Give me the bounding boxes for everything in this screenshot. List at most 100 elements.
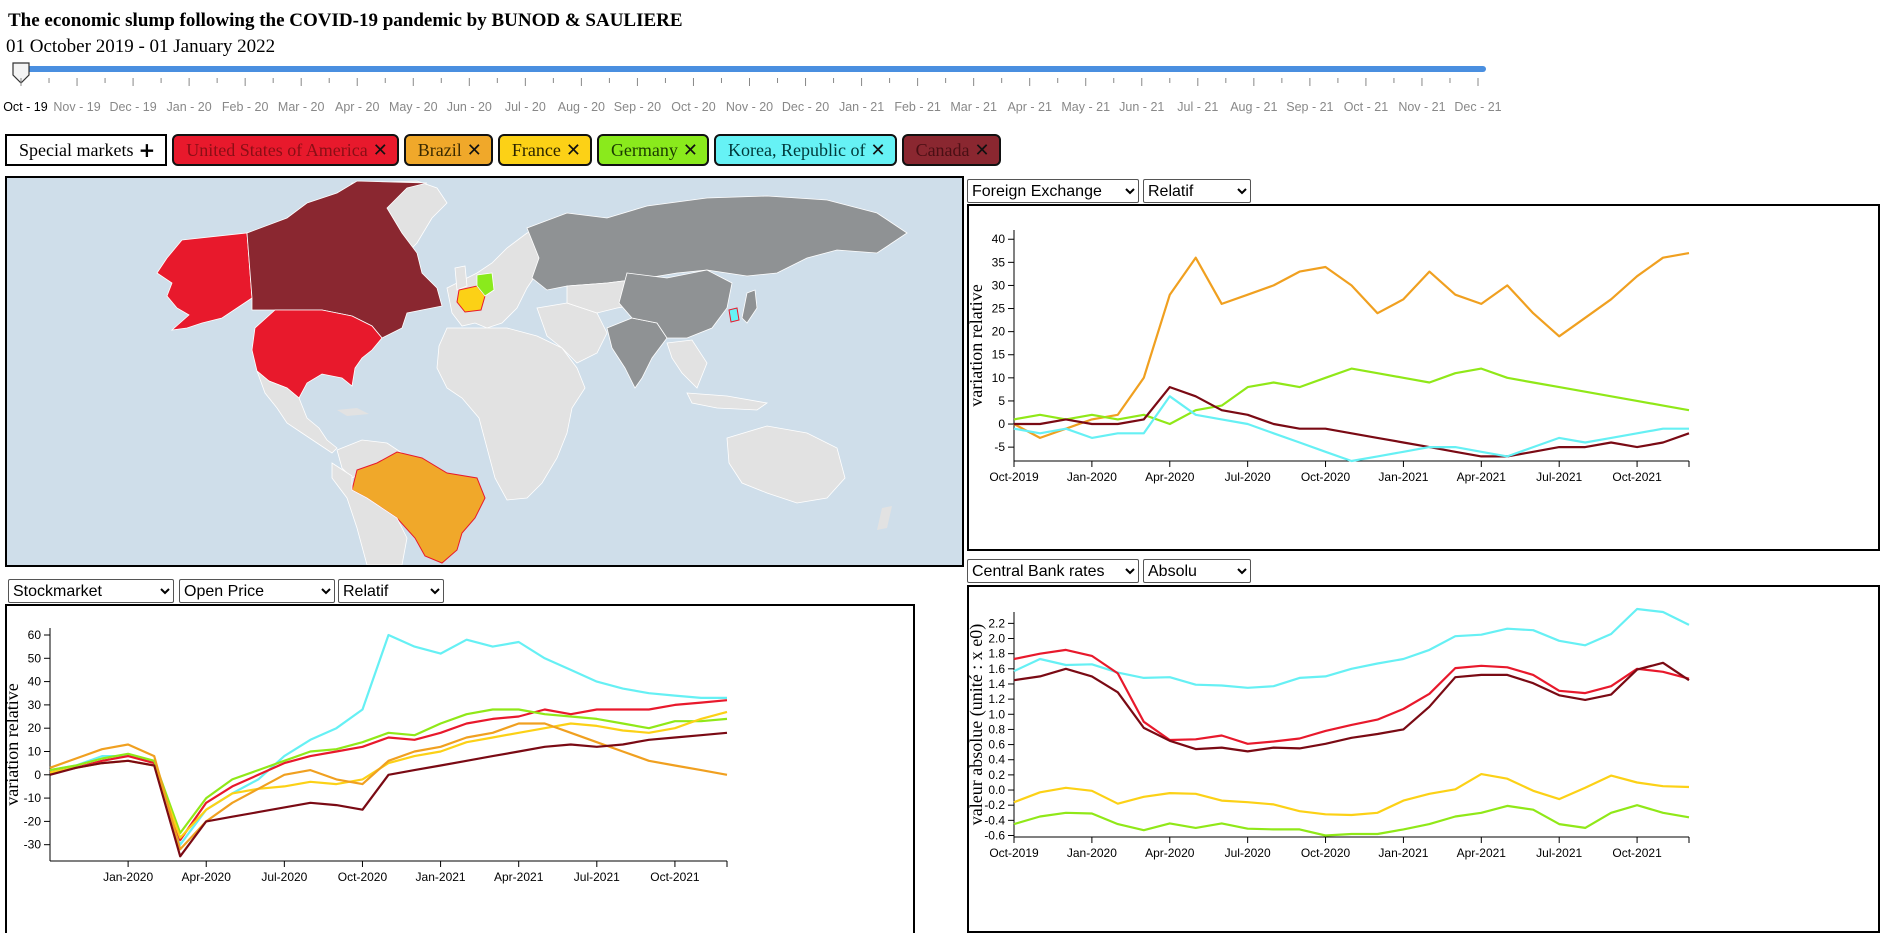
timeline-month-label[interactable]: Mar - 21 — [950, 100, 997, 114]
timeline-month-label[interactable]: Jan - 20 — [166, 100, 212, 114]
series-line-germany — [1013, 367, 1690, 426]
timeline-month-label[interactable]: Jan - 21 — [838, 100, 885, 114]
market-chip-label: United States of America — [186, 139, 368, 160]
timeline-month-label[interactable]: Jun - 20 — [446, 100, 492, 114]
market-chip-korea-republic-of[interactable]: Korea, Republic of ✕ — [714, 134, 897, 166]
y-tick-label: 15 — [992, 348, 1006, 362]
y-tick-label: 1.8 — [988, 647, 1005, 661]
y-axis-label: variation relative — [7, 683, 22, 805]
y-tick-label: 30 — [28, 698, 42, 712]
market-chip-canada[interactable]: Canada ✕ — [901, 134, 1001, 166]
timeline-slider-track[interactable] — [14, 66, 1486, 72]
uk[interactable] — [454, 265, 468, 291]
y-tick-label: 1.4 — [988, 677, 1005, 691]
series-line-brazil — [49, 722, 728, 851]
close-icon[interactable]: ✕ — [466, 139, 482, 161]
china[interactable] — [618, 269, 733, 339]
series-line-korea-republic-of — [1013, 395, 1689, 463]
y-tick-label: 40 — [28, 675, 42, 689]
timeline-month-label[interactable]: Aug - 20 — [557, 100, 606, 114]
market-chip-united-states-of-america[interactable]: United States of America ✕ — [172, 134, 399, 166]
fx-chart: -5 0 5 10 15 20 25 30 35 40 Oct-2019 Jan-2020 Apr-20… — [966, 230, 1690, 484]
southeast-asia[interactable] — [666, 339, 708, 389]
timeline-slider-handle[interactable] — [12, 62, 30, 84]
x-tick-label: Oct-2019 — [989, 846, 1039, 860]
x-tick-label: Oct-2021 — [650, 870, 700, 884]
indonesia[interactable] — [686, 392, 769, 411]
timeline-month-label[interactable]: Mar - 20 — [277, 100, 325, 114]
close-icon[interactable]: ✕ — [565, 139, 581, 161]
stock-indicator-select[interactable]: Stockmarket — [8, 579, 174, 603]
russia[interactable] — [526, 195, 908, 291]
new-zealand[interactable] — [877, 506, 892, 530]
timeline-month-label[interactable]: Nov - 21 — [1398, 100, 1446, 114]
chart-axes: -30 -20 -10 0 10 20 30 40 50 60 Jan-2020 Apr-2020 Ju… — [2, 628, 728, 884]
x-tick-label: Oct-2019 — [989, 470, 1039, 484]
series-line-canada — [1014, 386, 1690, 458]
series-line-france — [1013, 773, 1690, 817]
y-tick-label: 0.2 — [988, 768, 1005, 782]
timeline-month-label[interactable]: Dec - 20 — [781, 100, 830, 114]
timeline-month-label[interactable]: Dec - 19 — [109, 100, 157, 114]
y-axis-label: valeur absolue (unité : x e0) — [969, 624, 987, 825]
alaska[interactable] — [156, 232, 253, 331]
stock-price-select[interactable]: Open Price — [179, 579, 335, 603]
timeline-month-label[interactable]: Sep - 20 — [613, 100, 662, 114]
timeline-month-label[interactable]: May - 21 — [1061, 100, 1111, 114]
y-tick-label: -10 — [24, 791, 42, 805]
x-tick-label: Jul-2020 — [1225, 846, 1271, 860]
x-tick-label: Jul-2020 — [261, 870, 307, 884]
y-tick-label: 20 — [28, 721, 42, 735]
fx-mode-select[interactable]: Relatif — [1143, 179, 1251, 203]
timeline-month-label[interactable]: Nov - 19 — [53, 100, 101, 114]
timeline-month-label[interactable]: Oct - 19 — [3, 100, 48, 114]
market-chips: Special markets + United States of Ameri… — [5, 134, 1001, 168]
world-map[interactable] — [7, 178, 962, 566]
market-chip-germany[interactable]: Germany ✕ — [596, 134, 710, 166]
special-markets-button[interactable]: Special markets + — [5, 134, 168, 166]
germany[interactable] — [476, 272, 495, 297]
date-range: 01 October 2019 - 01 January 2022 — [6, 36, 276, 57]
y-tick-label: -30 — [24, 838, 42, 852]
australia[interactable] — [726, 425, 846, 504]
timeline-month-label[interactable]: Jun - 21 — [1119, 100, 1165, 114]
timeline-month-label[interactable]: Oct - 20 — [671, 100, 716, 114]
market-chip-brazil[interactable]: Brazil ✕ — [403, 134, 493, 166]
plus-icon: + — [138, 138, 156, 162]
x-tick-label: Apr-2021 — [1457, 470, 1507, 484]
timeline-month-label[interactable]: Dec - 21 — [1454, 100, 1502, 114]
africa[interactable] — [436, 327, 586, 501]
cb-mode-select[interactable]: Absolu — [1143, 559, 1251, 583]
stock-chart: -30 -20 -10 0 10 20 30 40 50 60 Jan-2020 Apr-2020 Ju… — [2, 628, 728, 884]
timeline-month-label[interactable]: Sep - 21 — [1286, 100, 1334, 114]
series-line-canada — [49, 731, 728, 858]
timeline-month-label[interactable]: Apr - 20 — [334, 100, 380, 114]
timeline-month-label[interactable]: Oct - 21 — [1343, 100, 1389, 114]
timeline-month-label[interactable]: Apr - 21 — [1007, 100, 1052, 114]
world-map-panel[interactable] — [5, 176, 964, 567]
timeline-month-label[interactable]: Feb - 21 — [894, 100, 941, 114]
mexico[interactable] — [256, 369, 338, 454]
timeline-month-label[interactable]: Jul - 20 — [504, 100, 546, 114]
japan[interactable] — [741, 289, 758, 324]
cb-indicator-select[interactable]: Central Bank rates — [967, 559, 1139, 583]
x-tick-label: Apr-2020 — [182, 870, 232, 884]
y-tick-label: -0.6 — [984, 828, 1005, 842]
timeline-month-label[interactable]: Feb - 20 — [221, 100, 269, 114]
market-chip-france[interactable]: France ✕ — [497, 134, 592, 166]
y-tick-label: 50 — [28, 651, 42, 665]
south-america-south[interactable] — [331, 462, 408, 566]
timeline-month-label[interactable]: May - 20 — [388, 100, 438, 114]
close-icon[interactable]: ✕ — [974, 139, 990, 161]
close-icon[interactable]: ✕ — [372, 139, 388, 161]
timeline-month-label[interactable]: Nov - 20 — [725, 100, 774, 114]
fx-indicator-select[interactable]: Foreign Exchange — [967, 179, 1139, 203]
y-tick-label: 30 — [992, 278, 1006, 292]
cuba[interactable] — [337, 408, 369, 416]
timeline-month-label[interactable]: Jul - 21 — [1177, 100, 1219, 114]
timeline-month-label[interactable]: Aug - 21 — [1230, 100, 1278, 114]
close-icon[interactable]: ✕ — [682, 139, 699, 161]
stock-mode-select[interactable]: Relatif — [338, 579, 444, 603]
korea[interactable] — [728, 307, 740, 323]
close-icon[interactable]: ✕ — [870, 139, 886, 161]
